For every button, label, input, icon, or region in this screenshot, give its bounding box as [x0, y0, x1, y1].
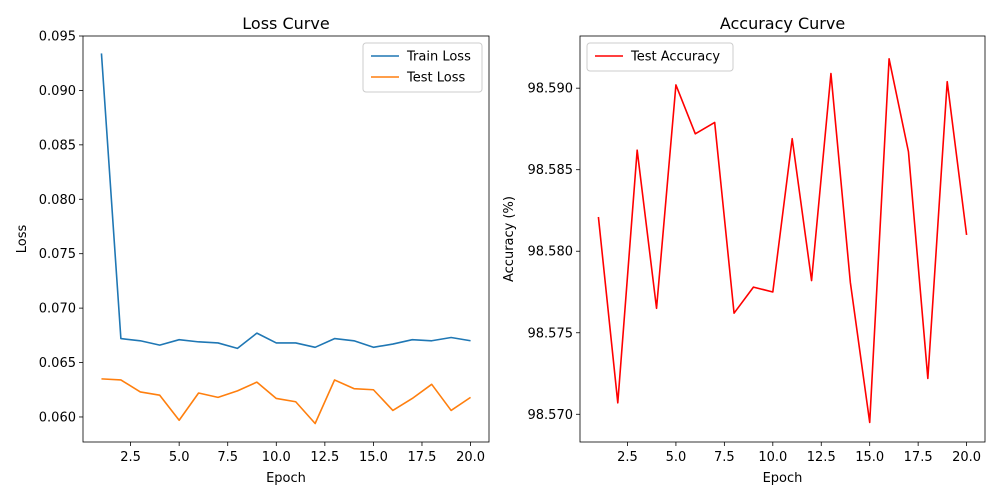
x-tick-label: 7.5: [217, 450, 238, 465]
x-tick-label: 12.5: [310, 450, 339, 465]
y-tick-label: 0.090: [39, 84, 76, 99]
y-tick-label: 0.070: [39, 302, 76, 317]
y-tick-label: 0.075: [39, 247, 76, 262]
legend: Train Loss Test Loss: [362, 42, 483, 93]
x-tick-label: 2.5: [120, 450, 141, 465]
x-tick-label: 20.0: [952, 450, 981, 465]
y-tick-label: 0.060: [39, 410, 76, 425]
x-tick-label: 15.0: [855, 450, 884, 465]
y-tick-label: 98.580: [528, 245, 574, 260]
y-tick-label: 0.085: [39, 138, 76, 153]
x-tick-label: 15.0: [359, 450, 388, 465]
x-tick-label: 17.5: [904, 450, 933, 465]
legend-label: Test Accuracy: [630, 50, 720, 65]
y-axis-label: Accuracy (%): [502, 196, 517, 282]
chart-1: Loss Curve 2.5 5.0 7.5 10.0 12.5 15.0 17.5 20.0 0…: [15, 14, 490, 486]
plot-frame: [82, 35, 490, 443]
x-tick-label: 5.0: [169, 450, 190, 465]
x-tick-label: 12.5: [807, 450, 836, 465]
y-tick-label: 0.080: [39, 193, 76, 208]
x-tick-label: 17.5: [408, 450, 437, 465]
x-axis-label: Epoch: [763, 471, 803, 486]
y-tick-label: 0.065: [39, 356, 76, 371]
chart-2: Accuracy Curve 2.5 5.0 7.5 10.0 12.5 15.0 17.5 2…: [502, 14, 986, 486]
x-tick-label: 20.0: [456, 450, 485, 465]
series-line-test-accuracy: [597, 58, 968, 424]
legend-label: Test Loss: [406, 71, 465, 86]
legend-box: [586, 42, 734, 72]
chart-title: Accuracy Curve: [720, 14, 845, 33]
legend: Test Accuracy: [586, 42, 734, 72]
y-tick-label: 98.590: [528, 82, 574, 97]
legend-label: Train Loss: [406, 50, 471, 65]
x-tick-label: 10.0: [758, 450, 787, 465]
x-tick-label: 5.0: [666, 450, 687, 465]
x-axis-label: Epoch: [266, 471, 306, 486]
plot-frame: [579, 35, 986, 443]
x-tick-label: 2.5: [617, 450, 638, 465]
y-axis-label: Loss: [15, 225, 30, 254]
x-tick-label: 7.5: [714, 450, 735, 465]
y-tick-label: 98.575: [528, 326, 574, 341]
series-line-train-loss: [100, 53, 471, 350]
x-tick-label: 10.0: [262, 450, 291, 465]
y-tick-label: 0.095: [39, 30, 76, 45]
series-line-test-loss: [101, 378, 471, 425]
y-tick-label: 98.585: [528, 163, 574, 178]
y-tick-label: 98.570: [528, 408, 574, 423]
chart-title: Loss Curve: [242, 14, 329, 33]
